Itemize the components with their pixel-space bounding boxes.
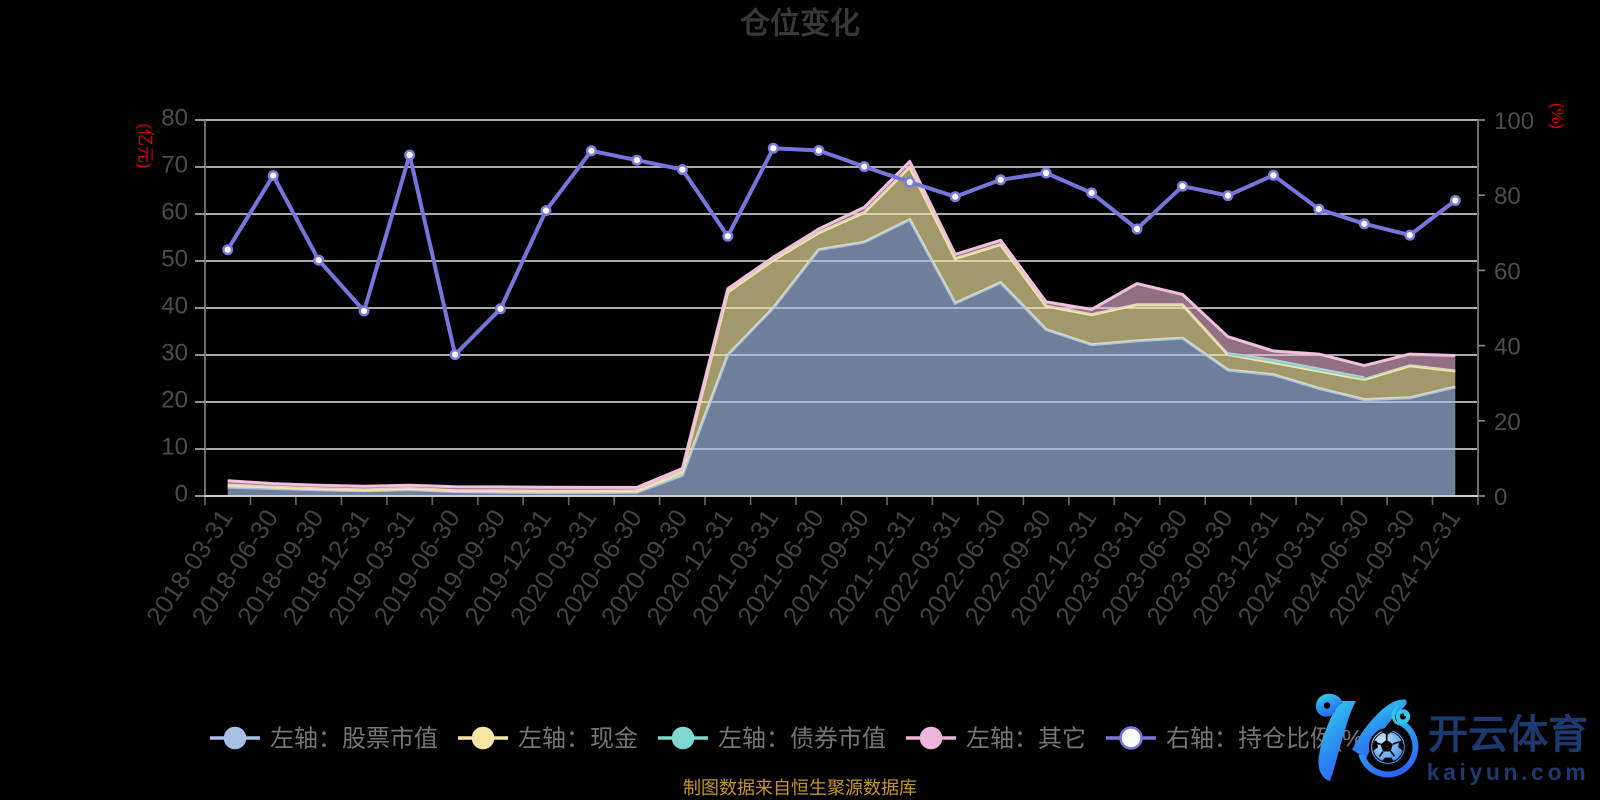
svg-text:80: 80 [161, 105, 188, 132]
svg-text:制图数据来自恒生聚源数据库: 制图数据来自恒生聚源数据库 [683, 778, 917, 798]
svg-text:70: 70 [161, 152, 188, 179]
svg-text:左轴：现金: 左轴：现金 [518, 726, 638, 753]
svg-text:100: 100 [1494, 108, 1534, 135]
svg-text:左轴：其它: 左轴：其它 [966, 726, 1086, 753]
svg-text:40: 40 [1494, 334, 1521, 361]
svg-text:40: 40 [161, 293, 188, 320]
svg-text:30: 30 [161, 340, 188, 367]
svg-text:左轴：股票市值: 左轴：股票市值 [270, 726, 438, 753]
svg-text:10: 10 [161, 434, 188, 461]
svg-text:(亿元): (亿元) [136, 123, 155, 168]
svg-text:60: 60 [1494, 258, 1521, 285]
svg-text:60: 60 [161, 199, 188, 226]
svg-text:50: 50 [161, 246, 188, 273]
svg-text:0: 0 [175, 481, 188, 508]
svg-text:20: 20 [1494, 409, 1521, 436]
svg-text:左轴：债券市值: 左轴：债券市值 [718, 726, 886, 753]
svg-text:kaiyun.com: kaiyun.com [1427, 759, 1590, 785]
svg-text:(%): (%) [1548, 103, 1567, 129]
svg-text:仓位变化: 仓位变化 [740, 7, 860, 41]
svg-text:开云体育: 开云体育 [1428, 713, 1588, 757]
svg-text:0: 0 [1494, 484, 1507, 511]
svg-text:80: 80 [1494, 183, 1521, 210]
svg-text:20: 20 [161, 387, 188, 414]
